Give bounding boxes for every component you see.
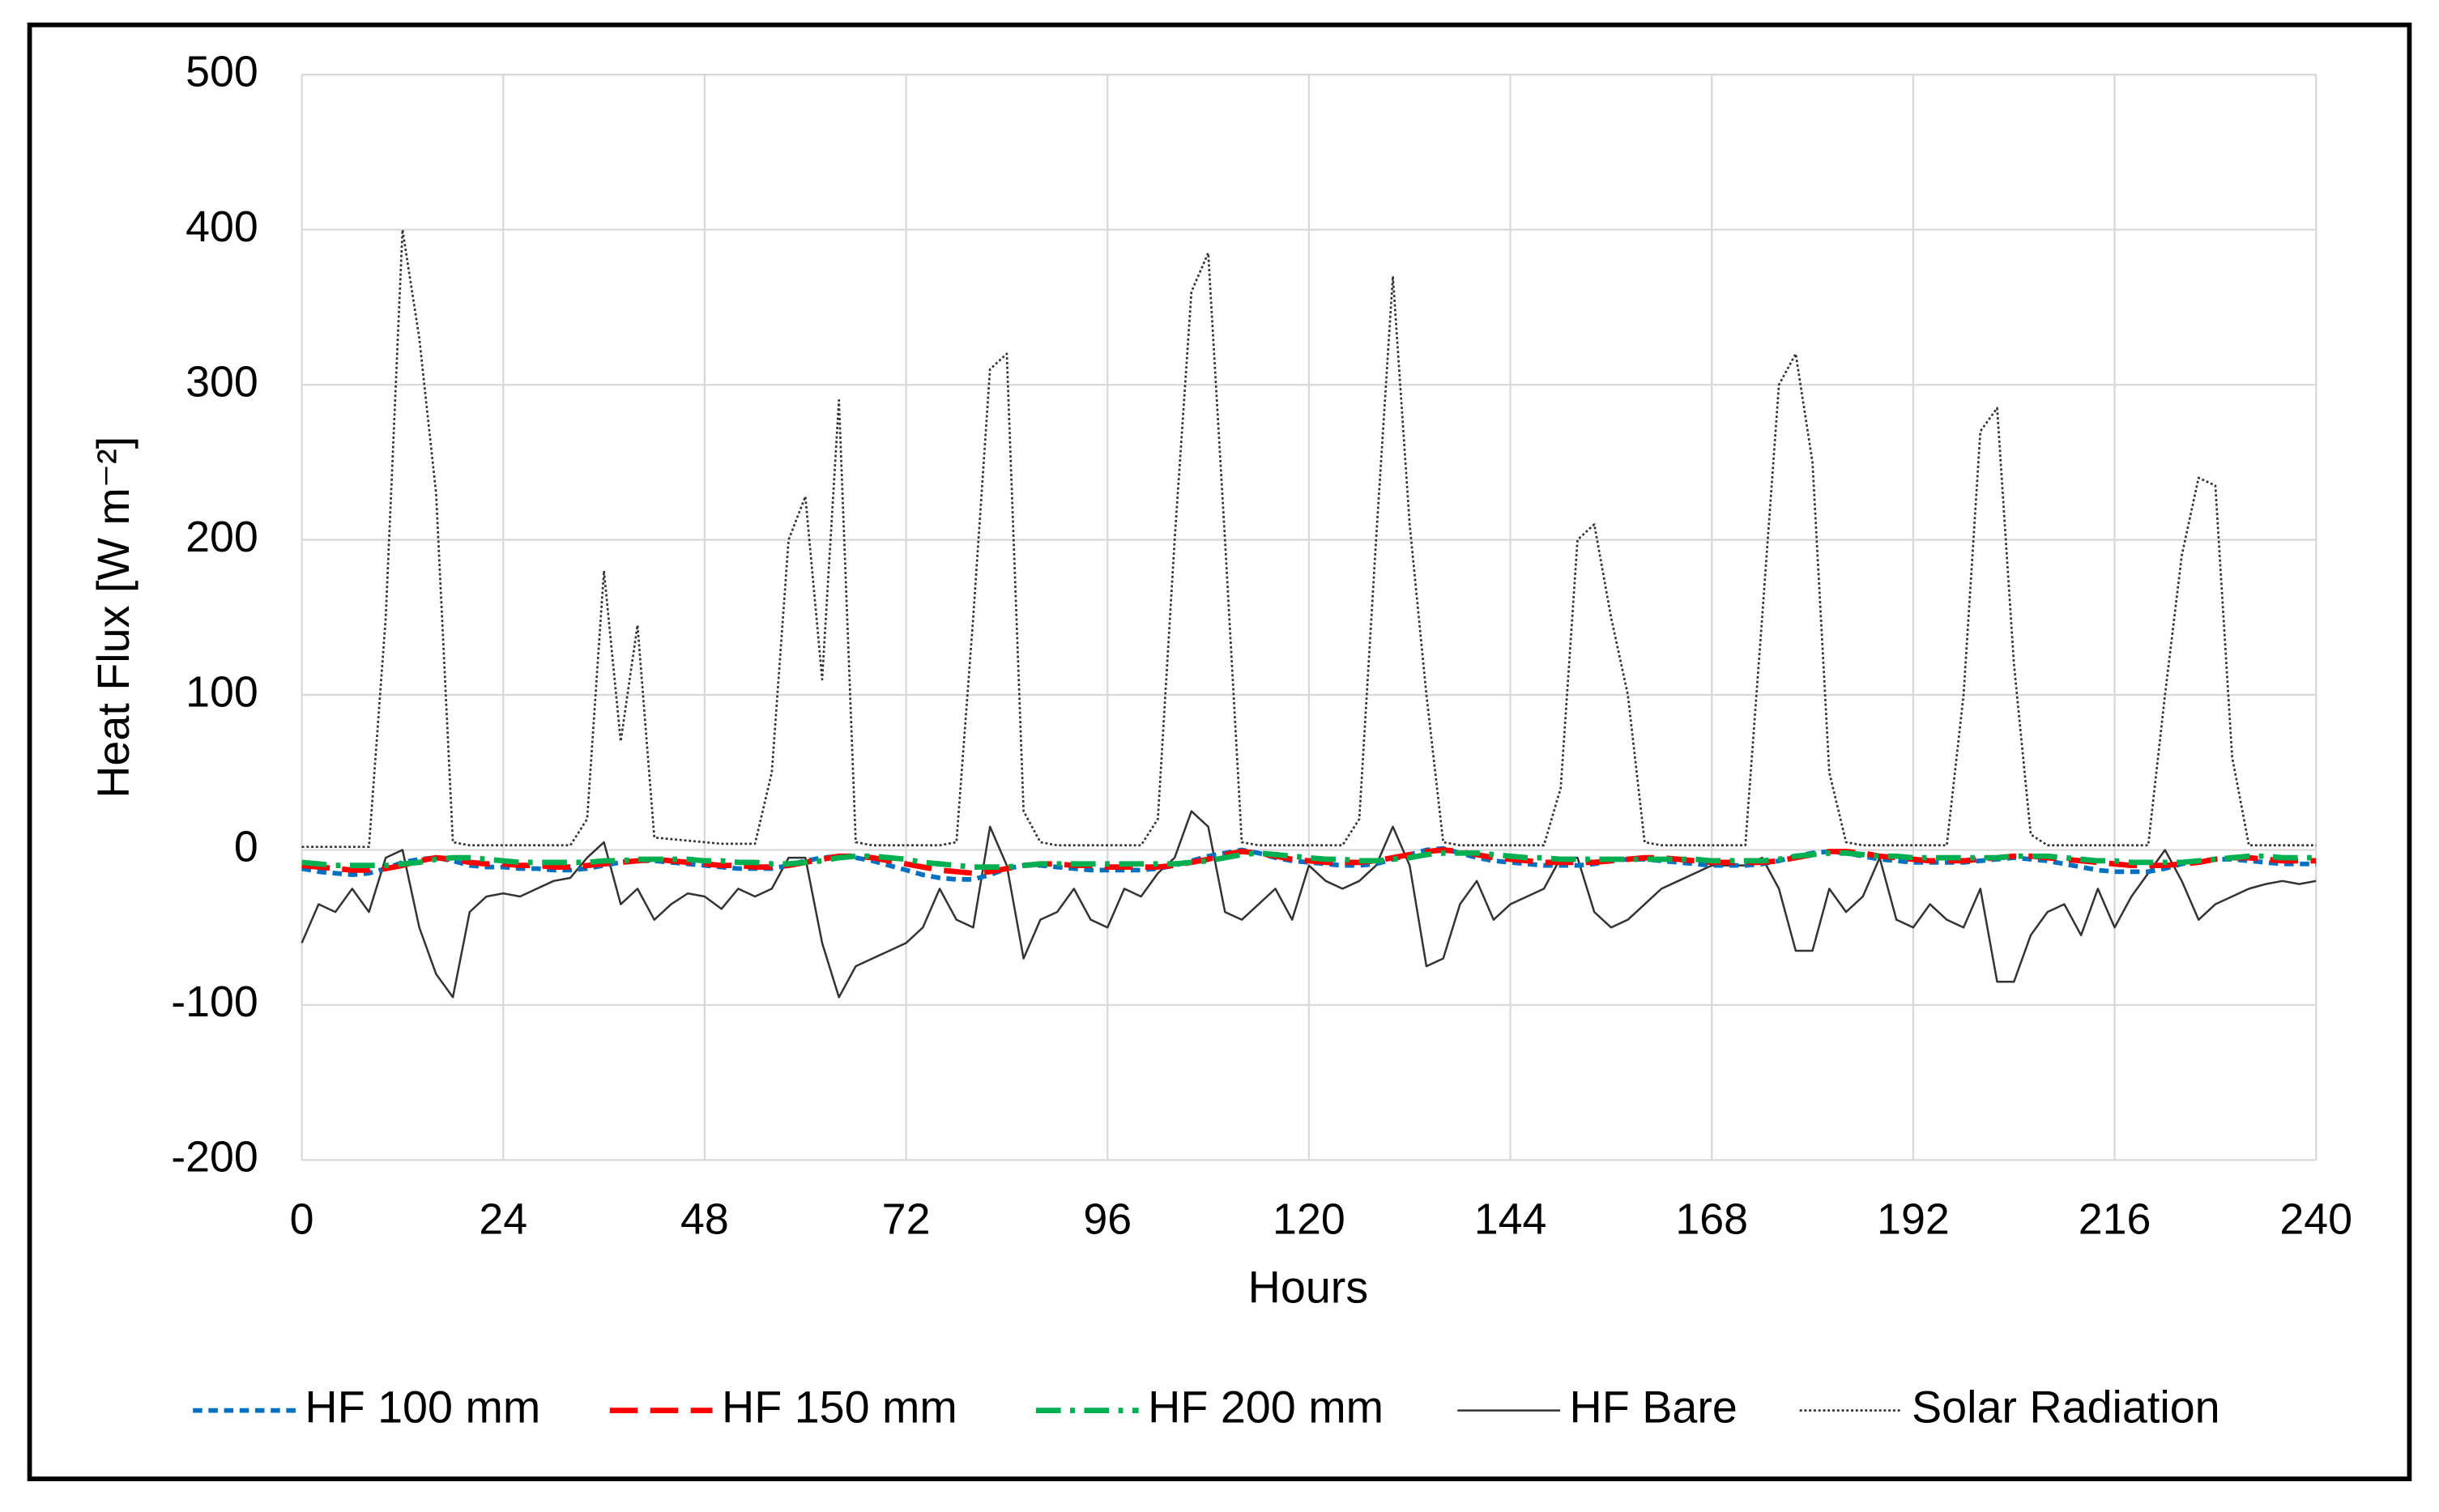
- x-tick-label: 240: [2279, 1195, 2352, 1243]
- legend-label: HF 150 mm: [722, 1382, 957, 1432]
- x-tick-label: 168: [1675, 1195, 1748, 1243]
- y-tick-label: 200: [185, 513, 258, 561]
- legend-label: Solar Radiation: [1912, 1382, 2220, 1432]
- legend: HF 100 mm HF 150 mm HF 200 mm HF Bare Solar …: [193, 1382, 2220, 1432]
- x-tick-label: 216: [2079, 1195, 2151, 1243]
- lines: [301, 228, 2317, 999]
- x-tick-label: 144: [1474, 1195, 1547, 1243]
- x-tick-label: 24: [479, 1195, 527, 1243]
- x-axis-title: Hours: [1248, 1262, 1369, 1312]
- x-tick-label: 96: [1083, 1195, 1132, 1243]
- x-tick-label: 0: [290, 1195, 314, 1243]
- y-tick-label: 500: [185, 47, 258, 96]
- x-tick-label: 72: [882, 1195, 931, 1243]
- y-tick-label: -200: [171, 1133, 258, 1182]
- frame: [27, 22, 2412, 1481]
- series-line: [301, 810, 2317, 999]
- labels: -200 -100 0 100 200 300 400 500 0 24 48 72 96 120 144 1…: [171, 47, 2352, 1243]
- x-tick-label: 192: [1877, 1195, 1950, 1243]
- legend-label: HF 200 mm: [1148, 1382, 1384, 1432]
- y-tick-label: 0: [234, 823, 258, 871]
- grid: [301, 74, 2317, 1161]
- y-tick-label: 400: [185, 202, 258, 251]
- y-tick-label: 300: [185, 357, 258, 406]
- series-line: [301, 847, 2317, 876]
- y-tick-label: 100: [185, 667, 258, 716]
- y-axis-title: Heat Flux [W m⁻²]: [88, 437, 139, 799]
- legend-label: HF 100 mm: [305, 1382, 540, 1432]
- series-line: [301, 845, 2317, 882]
- x-tick-label: 120: [1273, 1195, 1345, 1243]
- y-tick-label: -100: [171, 977, 258, 1026]
- x-tick-label: 48: [680, 1195, 729, 1243]
- legend-label: HF Bare: [1570, 1382, 1738, 1432]
